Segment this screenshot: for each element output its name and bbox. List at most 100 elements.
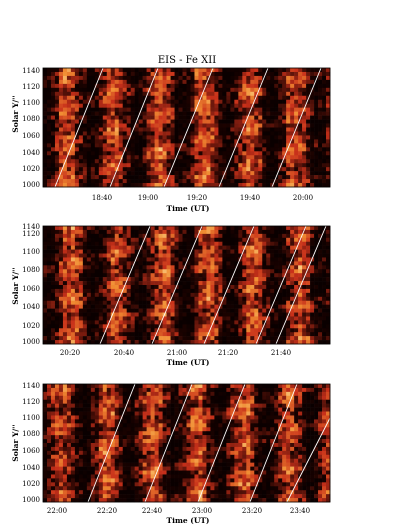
heatmap-cell bbox=[166, 107, 171, 112]
heatmap-cell bbox=[282, 147, 287, 152]
heatmap-cell bbox=[74, 312, 80, 317]
heatmap-cell bbox=[218, 288, 223, 294]
heatmap-cell bbox=[262, 384, 267, 389]
heatmap-cell bbox=[50, 391, 56, 397]
heatmap-cell bbox=[126, 384, 131, 389]
heatmap-cell bbox=[198, 285, 203, 290]
heatmap-cell bbox=[62, 233, 68, 239]
heatmap-cell bbox=[202, 155, 207, 160]
heatmap-cell bbox=[126, 183, 131, 188]
heatmap-cell bbox=[166, 308, 171, 313]
heatmap-cell bbox=[190, 340, 195, 345]
heatmap-cell bbox=[102, 316, 108, 321]
heatmap-cell bbox=[190, 139, 195, 144]
heatmap-cell bbox=[74, 131, 80, 136]
heatmap-cell bbox=[214, 183, 219, 188]
heatmap-cell bbox=[218, 147, 223, 152]
heatmap-cell bbox=[238, 163, 243, 168]
heatmap-cell bbox=[94, 245, 100, 250]
heatmap-cell bbox=[294, 68, 299, 73]
heatmap-cell bbox=[98, 245, 104, 250]
heatmap-cell bbox=[190, 119, 195, 124]
heatmap-cell bbox=[230, 99, 235, 104]
heatmap-cell bbox=[274, 253, 279, 258]
heatmap-cell bbox=[286, 233, 291, 239]
heatmap-cell bbox=[142, 340, 147, 345]
heatmap-cell bbox=[194, 139, 199, 144]
heatmap-cell bbox=[178, 257, 183, 262]
heatmap-cell bbox=[142, 320, 147, 325]
heatmap-cell bbox=[250, 288, 255, 294]
heatmap-cell bbox=[126, 300, 131, 305]
heatmap-cell bbox=[218, 245, 223, 250]
heatmap-cell bbox=[146, 265, 151, 270]
heatmap-cell bbox=[166, 399, 171, 404]
heatmap-cell bbox=[190, 229, 195, 235]
heatmap-cell bbox=[98, 273, 104, 278]
heatmap-cell bbox=[66, 71, 72, 77]
heatmap-cell bbox=[194, 304, 199, 309]
heatmap-cell bbox=[306, 139, 311, 144]
heatmap-cell bbox=[86, 273, 92, 278]
heatmap-cell bbox=[310, 407, 315, 412]
heatmap-cell bbox=[262, 68, 267, 73]
heatmap-cell bbox=[138, 71, 143, 77]
heatmap-cell bbox=[218, 399, 223, 404]
heatmap-cell bbox=[50, 273, 56, 278]
heatmap-cell bbox=[302, 103, 307, 108]
heatmap-cell bbox=[326, 83, 331, 89]
heatmap-cell bbox=[190, 384, 195, 389]
heatmap-cell bbox=[198, 241, 203, 246]
heatmap-cell bbox=[106, 159, 112, 164]
heatmap-cell bbox=[286, 269, 291, 274]
heatmap-cell bbox=[202, 288, 207, 294]
heatmap-cell bbox=[182, 269, 187, 274]
heatmap-cell bbox=[282, 411, 287, 416]
heatmap-cell bbox=[158, 163, 163, 168]
heatmap-cell bbox=[62, 79, 68, 85]
heatmap-cell bbox=[170, 312, 175, 317]
heatmap-cell bbox=[234, 387, 239, 393]
heatmap-cell bbox=[182, 384, 187, 389]
heatmap-cell bbox=[58, 79, 64, 85]
heatmap-cell bbox=[218, 407, 223, 412]
heatmap-cell bbox=[62, 265, 68, 270]
heatmap-cell bbox=[274, 281, 279, 286]
heatmap-cell bbox=[266, 324, 271, 329]
heatmap-cell bbox=[310, 111, 315, 116]
heatmap-cell bbox=[238, 229, 243, 235]
panel-2-xtick-2120: 21:20 bbox=[218, 349, 238, 357]
heatmap-cell bbox=[162, 415, 167, 420]
heatmap-cell bbox=[102, 312, 108, 317]
heatmap-cell bbox=[46, 237, 52, 243]
heatmap-cell bbox=[246, 285, 251, 290]
heatmap-cell bbox=[202, 87, 207, 93]
heatmap-cell bbox=[310, 332, 315, 337]
heatmap-cell bbox=[110, 328, 116, 333]
heatmap-cell bbox=[158, 139, 163, 144]
heatmap-cell bbox=[250, 249, 255, 254]
heatmap-cell bbox=[54, 171, 60, 176]
heatmap-cell bbox=[266, 320, 271, 325]
heatmap-cell bbox=[186, 292, 191, 298]
heatmap-cell bbox=[102, 91, 108, 97]
heatmap-cell bbox=[62, 183, 68, 188]
heatmap-cell bbox=[238, 107, 243, 112]
heatmap-cell bbox=[122, 139, 128, 144]
heatmap-cell bbox=[102, 391, 108, 397]
heatmap-cell bbox=[190, 312, 195, 317]
heatmap-cell bbox=[310, 175, 315, 180]
heatmap-cell bbox=[230, 143, 235, 148]
heatmap-cell bbox=[286, 384, 291, 389]
heatmap-cell bbox=[198, 316, 203, 321]
heatmap-cell bbox=[58, 167, 64, 172]
heatmap-cell bbox=[102, 75, 108, 81]
heatmap-cell bbox=[166, 328, 171, 333]
heatmap-cell bbox=[222, 119, 227, 124]
heatmap-cell bbox=[46, 87, 52, 93]
heatmap-cell bbox=[182, 183, 187, 188]
heatmap-cell bbox=[43, 83, 48, 89]
heatmap-cell bbox=[174, 159, 179, 164]
heatmap-cell bbox=[138, 75, 143, 81]
heatmap-cell bbox=[50, 277, 56, 282]
